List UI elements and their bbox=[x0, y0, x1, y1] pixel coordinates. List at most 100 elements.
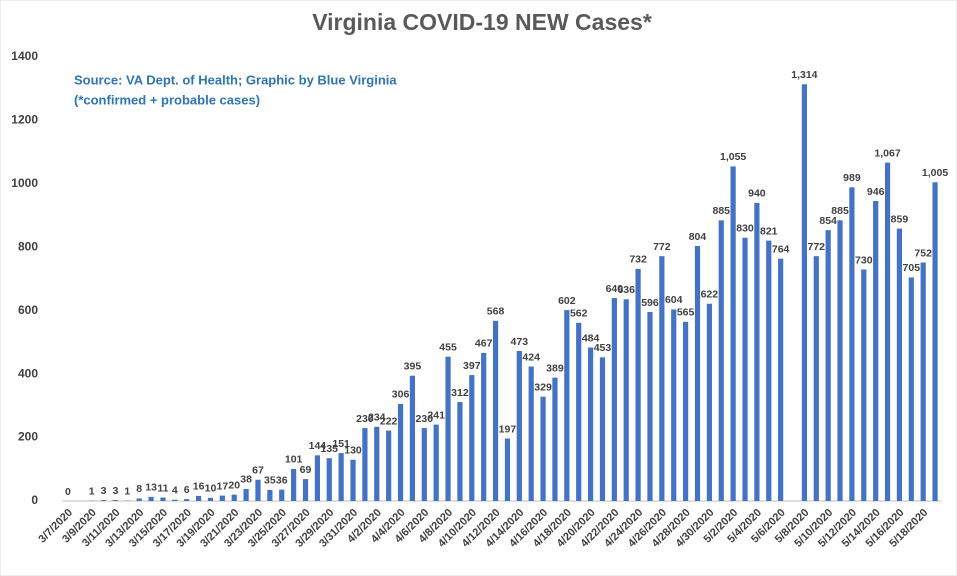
bar bbox=[397, 403, 404, 501]
value-label: 11 bbox=[157, 482, 168, 494]
value-label: 821 bbox=[760, 225, 778, 237]
value-label: 804 bbox=[689, 231, 707, 243]
bar bbox=[920, 262, 926, 501]
annotation: Source: VA Dept. of Health; Graphic by B… bbox=[74, 72, 397, 87]
value-label: 222 bbox=[380, 415, 398, 427]
bar bbox=[801, 84, 807, 501]
value-label: 38 bbox=[240, 474, 252, 486]
bar bbox=[742, 237, 748, 501]
value-label: 772 bbox=[808, 241, 826, 253]
value-label: 1 bbox=[124, 485, 130, 497]
bar bbox=[825, 230, 831, 501]
bar bbox=[255, 479, 261, 501]
value-label: 13 bbox=[145, 482, 157, 494]
bar bbox=[778, 258, 784, 501]
value-label: 241 bbox=[427, 409, 445, 421]
value-label: 705 bbox=[903, 262, 921, 274]
bar bbox=[136, 498, 142, 501]
y-tick-label: 800 bbox=[18, 239, 38, 253]
bar bbox=[837, 220, 843, 502]
bar bbox=[635, 268, 641, 501]
value-label: 230 bbox=[416, 413, 434, 425]
value-label: 596 bbox=[641, 297, 659, 309]
annotation: (*confirmed + probable cases) bbox=[74, 92, 260, 107]
bar bbox=[587, 347, 594, 501]
bar bbox=[647, 311, 653, 501]
bar bbox=[671, 309, 677, 501]
bar bbox=[623, 299, 629, 501]
value-label: 6 bbox=[184, 484, 190, 496]
value-label: 36 bbox=[276, 474, 288, 486]
bar bbox=[873, 200, 879, 502]
bar bbox=[421, 428, 427, 501]
bar bbox=[730, 166, 736, 501]
bar bbox=[184, 499, 190, 501]
value-label: 854 bbox=[819, 215, 837, 227]
value-label: 67 bbox=[252, 465, 264, 477]
value-label: 730 bbox=[855, 254, 873, 266]
value-label: 602 bbox=[558, 295, 576, 307]
bar bbox=[231, 494, 237, 501]
value-label: 329 bbox=[534, 381, 552, 393]
bar bbox=[754, 202, 760, 501]
value-label: 144 bbox=[309, 440, 327, 452]
bar bbox=[112, 500, 119, 501]
value-label: 562 bbox=[570, 308, 588, 320]
chart-title: Virginia COVID-19 NEW Cases* bbox=[312, 9, 652, 35]
bar bbox=[469, 375, 475, 501]
bar bbox=[279, 489, 285, 501]
bar bbox=[291, 468, 297, 501]
value-label: 35 bbox=[264, 475, 276, 487]
value-label: 424 bbox=[522, 351, 540, 363]
bar bbox=[326, 458, 332, 501]
value-label: 484 bbox=[582, 332, 600, 344]
bar bbox=[849, 187, 855, 502]
value-label: 636 bbox=[617, 284, 635, 296]
bar bbox=[386, 430, 392, 501]
bar bbox=[528, 366, 534, 501]
value-label: 230 bbox=[356, 413, 374, 425]
value-label: 752 bbox=[914, 247, 932, 259]
bar bbox=[302, 479, 309, 501]
bar bbox=[861, 269, 867, 501]
bar bbox=[599, 357, 606, 501]
value-label: 885 bbox=[831, 205, 849, 217]
value-label: 830 bbox=[736, 223, 754, 235]
value-label: 940 bbox=[748, 188, 766, 200]
bar bbox=[576, 322, 582, 501]
value-label: 1,314 bbox=[791, 69, 817, 81]
value-label: 0 bbox=[65, 486, 71, 498]
bar bbox=[694, 246, 701, 501]
bar bbox=[766, 240, 772, 501]
y-tick-label: 1200 bbox=[11, 113, 38, 127]
value-label: 234 bbox=[368, 412, 386, 424]
bar bbox=[611, 298, 617, 501]
bar bbox=[314, 455, 320, 501]
bar bbox=[409, 375, 416, 501]
bar bbox=[350, 459, 356, 501]
bar bbox=[504, 438, 511, 501]
y-tick-label: 200 bbox=[18, 430, 38, 444]
bar bbox=[362, 428, 368, 501]
y-tick-label: 1000 bbox=[11, 176, 38, 190]
bar bbox=[492, 320, 499, 501]
value-label: 16 bbox=[193, 481, 205, 493]
value-label: 395 bbox=[404, 361, 422, 373]
value-label: 732 bbox=[629, 254, 647, 266]
bar bbox=[552, 377, 558, 501]
bar bbox=[207, 497, 214, 501]
value-label: 17 bbox=[217, 480, 229, 492]
y-tick-label: 1400 bbox=[11, 49, 38, 63]
value-label: 453 bbox=[594, 342, 612, 354]
bar bbox=[267, 489, 273, 501]
value-label: 565 bbox=[677, 307, 695, 319]
value-label: 130 bbox=[344, 445, 362, 457]
value-label: 1,067 bbox=[874, 147, 900, 159]
value-label: 622 bbox=[701, 289, 719, 301]
value-label: 568 bbox=[487, 306, 505, 318]
value-label: 397 bbox=[463, 360, 481, 372]
value-label: 151 bbox=[332, 438, 350, 450]
value-label: 135 bbox=[320, 443, 338, 455]
